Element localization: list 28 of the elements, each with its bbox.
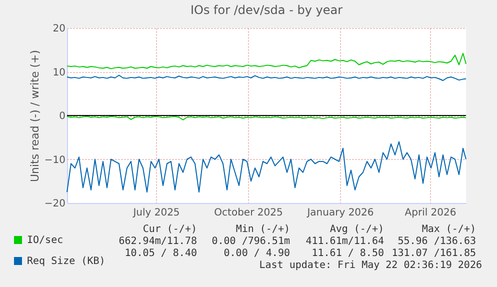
y-axis-title: Units read (-) / write (+) xyxy=(28,50,42,182)
text: 10.05 / 8.40 xyxy=(124,248,197,259)
x-tick-label: April 2026 xyxy=(404,208,456,218)
text: Max (-/+) xyxy=(422,224,476,235)
text: 662.94m/11.78 xyxy=(118,236,197,247)
line-series xyxy=(66,52,466,70)
text: Cur (-/+) xyxy=(142,224,197,235)
chart-title: IOs for /dev/sda - by year xyxy=(190,3,343,17)
text: Min (-/+) xyxy=(236,224,290,235)
text: Avg (-/+) xyxy=(330,224,384,235)
text: 11.61 / 8.50 xyxy=(312,248,384,259)
y-tick-label: 10 xyxy=(52,67,66,78)
text: 55.96 /136.63 xyxy=(398,236,476,247)
text: 0.00 /796.51m xyxy=(212,236,290,247)
y-tick-label: 20 xyxy=(52,24,66,34)
x-tick-label: January 2026 xyxy=(306,208,374,218)
x-tick-label: October 2025 xyxy=(214,208,283,218)
text: 411.61m/11.64 xyxy=(306,236,384,247)
line-series xyxy=(66,141,466,193)
legend-label: IO/sec xyxy=(27,235,64,246)
text: 131.07 /161.85 xyxy=(392,248,476,259)
y-tick-label: −10 xyxy=(44,154,66,166)
x-tick-label: July 2025 xyxy=(132,208,180,218)
legend-label: Req Size (KB) xyxy=(27,256,106,267)
y-tick-label: −20 xyxy=(44,198,66,210)
text: 0.00 / 4.90 xyxy=(224,248,290,259)
y-tick-label: 0 xyxy=(59,111,66,122)
text: Last update: Fri May 22 02:36:19 2026 xyxy=(259,260,482,271)
